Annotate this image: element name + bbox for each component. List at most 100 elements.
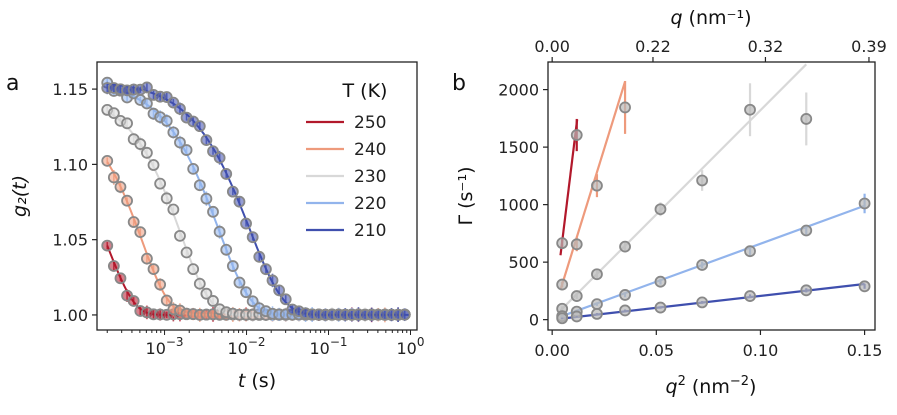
data-point-250K [107, 260, 120, 272]
fit-line-250K [559, 119, 579, 256]
data-point-210K [744, 290, 756, 302]
data-point-220K [160, 115, 173, 127]
data-point-240K [619, 101, 631, 114]
data-point-250K [114, 272, 127, 285]
x-tick-label: 0.00 [534, 341, 570, 360]
data-point-220K [744, 245, 756, 258]
fit-line-230K [559, 63, 808, 312]
legend-label-210K: 210 [354, 221, 386, 241]
data-point-230K [160, 192, 173, 205]
data-point-210K [800, 284, 813, 297]
data-point-210K [174, 102, 186, 115]
data-point-230K [591, 268, 603, 281]
x-tick-base: 10 [309, 339, 329, 358]
data-point-230K [619, 240, 631, 253]
panel-b-xlabel-close: ) [749, 376, 756, 398]
data-point-220K [174, 136, 186, 149]
data-point-250K [570, 129, 583, 141]
data-point-240K [570, 238, 583, 251]
data-point-210K [193, 120, 206, 133]
legend-title: T (K) [342, 80, 388, 102]
x-tick-label: 10−1 [309, 335, 347, 358]
data-point-210K [570, 310, 583, 323]
top-x-tick-label: 0.32 [748, 37, 784, 56]
data-point-220K [696, 259, 709, 271]
panel-b-top-xlabel-unit: (nm⁻¹) [683, 7, 752, 29]
data-point-210K [240, 217, 252, 230]
panel-b-xlabel: q2 (nm−2) [666, 374, 757, 398]
x-tick-label: 10−3 [146, 335, 184, 358]
data-point-250K [556, 237, 569, 250]
data-point-220K [200, 192, 213, 205]
data-point-210K [696, 296, 709, 309]
data-point-210K [246, 231, 259, 244]
panel-a-legend: T (K) 250 240 230 220 210 [306, 80, 387, 241]
panel-b-xlabel-var: q [666, 376, 678, 398]
data-point-210K [556, 312, 569, 325]
data-point-230K [800, 113, 813, 125]
data-point-240K [101, 154, 114, 167]
legend-label-240K: 240 [354, 140, 386, 160]
data-point-230K [200, 287, 213, 300]
data-point-230K [154, 177, 167, 190]
data-point-230K [174, 229, 186, 242]
data-point-220K [213, 225, 226, 238]
data-point-230K [107, 107, 120, 120]
data-point-230K [134, 138, 147, 150]
panel-b-ylabel: Γ (s⁻¹) [455, 167, 477, 226]
data-point-210K [619, 304, 631, 317]
panel-b-top-xlabel-var: q [670, 7, 682, 29]
panel-a-plot-area [101, 76, 411, 323]
y-tick-label: 1500 [498, 138, 539, 157]
data-point-220K [246, 295, 259, 308]
x-tick-label: 0.10 [743, 341, 779, 360]
top-x-tick-label: 0.39 [851, 37, 887, 56]
data-point-230K [570, 290, 583, 302]
data-point-230K [187, 263, 200, 276]
data-point-240K [134, 226, 147, 239]
data-point-230K [696, 174, 709, 187]
legend-label-250K: 250 [354, 113, 386, 133]
data-point-210K [858, 280, 871, 293]
data-point-210K [591, 307, 603, 320]
data-point-230K [193, 277, 206, 290]
data-point-240K [107, 171, 120, 184]
data-point-210K [398, 308, 411, 321]
top-x-tick-label: 0.00 [534, 37, 570, 56]
data-point-210K [233, 195, 246, 208]
data-point-210K [213, 151, 226, 164]
panel-b: b 0 500 1000 1500 2000 0.00 0.05 0.10 0.15 0.00 0.… [452, 7, 887, 398]
data-point-220K [240, 286, 252, 299]
data-point-240K [154, 278, 167, 291]
panel-a-xlabel-var: t [238, 370, 247, 392]
legend-label-230K: 230 [354, 167, 386, 187]
fit-line-220K [560, 204, 865, 318]
y-tick-label: 1.05 [52, 231, 88, 250]
data-point-210K [253, 250, 266, 263]
data-point-210K [259, 263, 272, 276]
fit-line-210K [560, 282, 865, 320]
data-point-240K [556, 278, 569, 291]
data-point-220K [207, 205, 219, 218]
data-point-220K [141, 97, 153, 110]
panel-b-ticks: 0 500 1000 1500 2000 0.00 0.05 0.10 0.15 0.00 0.22… [498, 37, 886, 360]
data-point-230K [180, 246, 193, 259]
data-point-210K [654, 301, 667, 314]
data-point-220K [193, 179, 206, 192]
data-point-250K [101, 239, 114, 252]
panel-b-xlabel-unit: (nm [686, 376, 730, 398]
panel-b-label: b [452, 71, 466, 96]
data-point-210K [226, 185, 239, 198]
x-tick-base: 10 [228, 339, 248, 358]
x-tick-exponent: −1 [330, 335, 348, 349]
data-point-240K [160, 294, 173, 307]
data-point-240K [147, 263, 160, 275]
panel-b-xlabel-unit-sup: −2 [730, 374, 749, 389]
data-point-220K [220, 243, 233, 256]
panel-b-plot-area [556, 63, 871, 325]
data-point-220K [180, 144, 193, 156]
data-point-220K [619, 289, 631, 301]
data-point-210K [279, 293, 292, 306]
x-tick-base: 10 [397, 339, 417, 358]
